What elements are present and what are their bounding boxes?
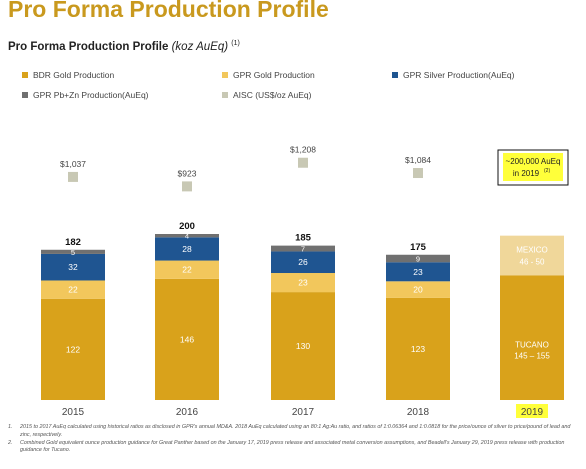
footnote-number: 1. <box>8 424 13 430</box>
data-label: 22 <box>182 265 192 275</box>
data-label: 20 <box>413 285 423 295</box>
bar-segment <box>386 262 450 282</box>
bar-segment <box>155 278 219 400</box>
aisc-label: $1,084 <box>405 155 431 165</box>
data-label: 146 <box>180 334 194 344</box>
data-label: 7 <box>301 245 305 254</box>
chart-title-unit: (koz AuEq) <box>171 40 229 53</box>
callout-line-2: in 2019 <box>513 169 540 178</box>
x-tick-label: 2015 <box>62 407 85 418</box>
callout-footnote-ref: (2) <box>544 168 550 174</box>
footnote-1: 1. 2015 to 2017 AuEq calculated using hi… <box>8 424 578 440</box>
footnote-text: Combined Gold equivalent ounce productio… <box>20 439 565 454</box>
legend-swatch-aisc <box>222 92 228 98</box>
data-label: 23 <box>298 278 308 288</box>
footnote-2: 2. Combined Gold equivalent ounce produc… <box>8 440 578 456</box>
legend-label-gpr-silver: GPR Silver Production(AuEq) <box>403 70 515 80</box>
total-label: 175 <box>410 242 427 253</box>
bar-segment-tucano <box>500 275 564 400</box>
bar-segment <box>271 245 335 252</box>
category-highlight <box>516 404 548 418</box>
chart-title-text: Pro Forma Production Profile <box>8 40 169 53</box>
legend-item-gpr-pbzn: GPR Pb+Zn Production(AuEq) <box>22 90 149 100</box>
callout-highlight <box>503 153 563 181</box>
legend-swatch-bdr-gold <box>22 72 28 78</box>
legend-label-gpr-pbzn: GPR Pb+Zn Production(AuEq) <box>33 90 149 100</box>
bar-segment <box>271 251 335 274</box>
aisc-label: $1,037 <box>60 159 86 169</box>
legend-swatch-gpr-gold <box>222 72 228 78</box>
bar-segment <box>41 249 105 254</box>
bar-segment <box>386 297 450 400</box>
bar-segment <box>41 280 105 299</box>
aisc-label: $1,208 <box>290 145 316 155</box>
bar-segment <box>271 292 335 400</box>
aisc-marker <box>413 168 423 179</box>
x-tick-label: 2016 <box>176 407 199 418</box>
bar-segment <box>155 234 219 238</box>
legend-label-gpr-gold: GPR Gold Production <box>233 70 315 80</box>
bar-segment <box>155 237 219 261</box>
data-label: 32 <box>68 262 78 272</box>
legend-item-gpr-silver: GPR Silver Production(AuEq) <box>392 70 515 80</box>
x-tick-label: 2018 <box>407 407 430 418</box>
chart-legend: BDR Gold Production GPR Gold Production … <box>22 70 562 110</box>
mexico-range: 46 - 50 <box>520 258 545 267</box>
data-label: 5 <box>71 248 75 257</box>
bar-segment-mexico <box>500 235 564 276</box>
data-label: 9 <box>416 254 420 263</box>
aisc-marker <box>298 157 308 168</box>
chart-title-footnote-ref: (1) <box>231 40 240 47</box>
bar-segment <box>155 260 219 279</box>
legend-item-bdr-gold: BDR Gold Production <box>22 70 114 80</box>
total-label: 200 <box>179 221 195 232</box>
data-label: 123 <box>411 344 425 354</box>
legend-label-aisc: AISC (US$/oz AuEq) <box>233 90 312 100</box>
footnote-number: 2. <box>8 439 13 446</box>
bar-segment <box>386 254 450 263</box>
legend-swatch-gpr-pbzn <box>22 92 28 98</box>
legend-label-bdr-gold: BDR Gold Production <box>33 70 115 80</box>
total-label: 185 <box>295 233 312 244</box>
bar-segment <box>41 253 105 281</box>
data-label: 22 <box>68 285 78 295</box>
page-title: Pro Forma Production Profile <box>8 0 329 22</box>
x-tick-label: 2019 <box>521 407 544 418</box>
tucano-range: 145 – 155 <box>514 352 550 361</box>
legend-swatch-gpr-silver <box>392 72 398 78</box>
mexico-label: MEXICO <box>516 246 548 255</box>
bar-segment <box>41 298 105 400</box>
aisc-marker <box>68 171 78 182</box>
bar-segment <box>386 281 450 298</box>
x-tick-label: 2017 <box>292 407 315 418</box>
data-label: 26 <box>298 257 308 267</box>
data-label: 130 <box>296 341 310 351</box>
data-label: 122 <box>66 344 80 354</box>
total-label: 182 <box>65 237 81 248</box>
tucano-label: TUCANO <box>515 341 549 350</box>
legend-item-aisc: AISC (US$/oz AuEq) <box>222 90 311 100</box>
callout-line-1: ~200,000 AuEq <box>506 157 561 166</box>
aisc-marker <box>182 181 192 192</box>
data-label: 28 <box>182 244 192 254</box>
aisc-label: $923 <box>178 168 197 178</box>
data-label: 4 <box>185 232 189 241</box>
chart-title: Pro Forma Production Profile (koz AuEq) … <box>8 40 240 53</box>
legend-item-gpr-gold: GPR Gold Production <box>222 70 315 80</box>
footnote-text: 2015 to 2017 AuEq calculated using histo… <box>20 424 571 438</box>
data-label: 23 <box>413 267 423 277</box>
footnotes: 1. 2015 to 2017 AuEq calculated using hi… <box>8 424 578 455</box>
bar-segment <box>271 273 335 293</box>
